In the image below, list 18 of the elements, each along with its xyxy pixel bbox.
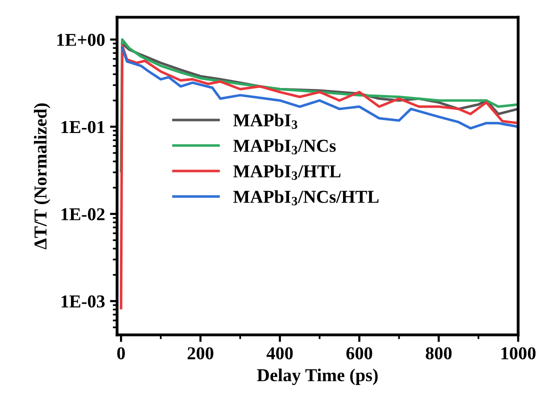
x-axis-title: Delay Time (ps)	[257, 368, 378, 386]
legend-label: MAPbI$_{3}$	[233, 114, 298, 129]
x-tick-label: 600	[346, 347, 372, 360]
y-tick-label: 1E-02	[62, 208, 104, 220]
x-tick-label: 200	[188, 347, 214, 360]
legend-label: MAPbI$_{3}$/NCs	[233, 139, 336, 154]
legend-label: MAPbI$_{3}$/HTL	[233, 164, 340, 180]
x-tick-label: 0	[117, 347, 125, 360]
line-series	[120, 44, 518, 310]
y-tick-label: 1E+00	[57, 34, 105, 46]
x-tick-label: 1000	[502, 347, 536, 360]
x-tick-label: 400	[266, 347, 293, 360]
y-tick-label: 1E-03	[62, 295, 105, 308]
line-series	[120, 46, 518, 130]
y-axis-title: ΔT/T (Normalized)	[34, 103, 50, 250]
x-tick-label: 800	[426, 347, 452, 360]
legend-label: MAPbI$_{3}$/NCs/HTL	[233, 190, 379, 206]
y-tick-label: 1E-01	[62, 120, 104, 134]
